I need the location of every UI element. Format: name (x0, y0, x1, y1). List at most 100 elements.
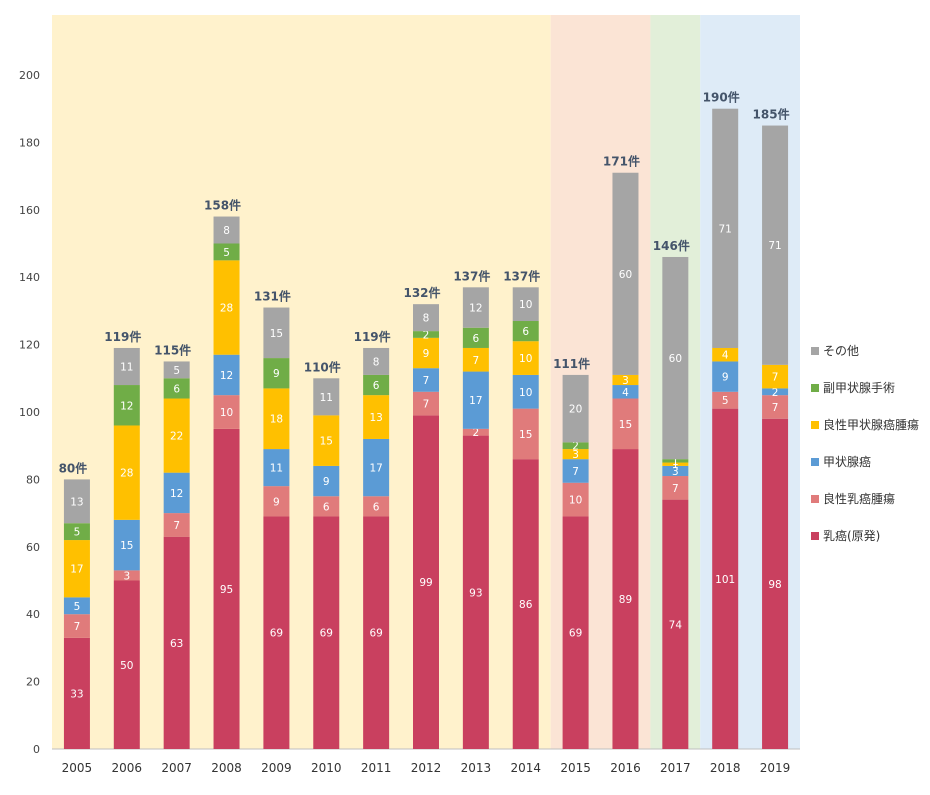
y-tick-label: 160 (19, 204, 40, 217)
data-label: 9 (323, 476, 330, 488)
data-label: 7 (473, 355, 480, 367)
legend-label: 良性甲状腺癌腫瘍 (823, 417, 919, 432)
x-tick-label: 2012 (411, 761, 442, 775)
data-label: 99 (419, 577, 432, 589)
data-label: 7 (423, 375, 430, 387)
bar-segment (562, 459, 589, 483)
data-label: 2 (423, 329, 430, 341)
data-label: 69 (369, 628, 382, 640)
bar-segment (712, 408, 739, 749)
total-label: 158件 (204, 198, 241, 213)
bar-segment (612, 398, 639, 450)
bar-segment (512, 287, 539, 322)
bar-segment (263, 486, 290, 517)
data-label: 5 (74, 527, 81, 539)
total-label: 137件 (453, 268, 490, 283)
bar-segment (263, 388, 290, 450)
bar-segment (163, 536, 190, 749)
data-label: 17 (369, 463, 382, 475)
bar-segment (662, 256, 689, 460)
data-label: 17 (70, 564, 83, 576)
bar-segment (213, 395, 240, 429)
bar-segment (163, 398, 190, 473)
bar-segment (63, 540, 90, 598)
data-label: 86 (519, 599, 533, 611)
y-tick-label: 80 (26, 473, 40, 486)
bar-segment (462, 327, 489, 348)
x-tick-label: 2014 (510, 761, 541, 775)
bar-segment (63, 614, 90, 638)
data-label: 74 (669, 619, 683, 631)
data-label: 3 (572, 449, 579, 461)
bar-segment (413, 391, 439, 416)
data-label: 28 (220, 303, 233, 315)
data-label: 15 (270, 328, 283, 340)
bar-segment (113, 425, 140, 520)
bar-segment (512, 321, 539, 342)
data-label: 60 (669, 353, 682, 365)
data-label: 1 (672, 459, 679, 471)
x-tick-label: 2009 (261, 761, 292, 775)
data-label: 69 (270, 628, 283, 640)
data-label: 28 (120, 468, 133, 480)
bar-segment (462, 371, 489, 429)
bar-segment (612, 172, 639, 375)
bar-segment (363, 374, 390, 396)
bar-segment (313, 496, 340, 517)
bar-segment (462, 428, 489, 436)
bar-segment (712, 361, 739, 392)
data-label: 7 (672, 483, 679, 495)
bar-segment (662, 476, 689, 500)
bar-segment (512, 374, 539, 409)
x-tick-label: 2019 (760, 761, 791, 775)
total-label: 119件 (104, 329, 141, 344)
bar-segment (213, 243, 240, 261)
bar-segment (662, 499, 689, 749)
data-label: 9 (423, 348, 430, 360)
total-label: 185件 (753, 107, 790, 122)
y-tick-label: 180 (19, 136, 40, 149)
bar-segment (63, 479, 90, 524)
data-label: 7 (74, 621, 81, 633)
bar-segment (213, 260, 240, 355)
data-label: 71 (719, 223, 732, 235)
data-label: 63 (170, 638, 183, 650)
legend-label: その他 (823, 344, 859, 358)
legend-label: 甲状腺癌 (823, 454, 871, 469)
data-label: 6 (522, 326, 529, 338)
bar-segment (113, 580, 140, 749)
total-label: 111件 (553, 356, 590, 371)
data-label: 6 (473, 333, 480, 345)
x-tick-label: 2008 (211, 761, 242, 775)
data-label: 15 (519, 429, 532, 441)
bar-segment (63, 597, 90, 615)
bar-segment (662, 465, 689, 477)
bar-segment (562, 449, 589, 460)
data-label: 9 (722, 372, 729, 384)
total-label: 132件 (403, 285, 440, 300)
data-label: 71 (768, 240, 781, 252)
data-label: 6 (373, 501, 380, 513)
data-label: 89 (619, 594, 632, 606)
data-label: 7 (572, 466, 579, 478)
bar-segment (762, 125, 789, 365)
data-label: 12 (170, 488, 183, 500)
x-axis: 2005 2006 2007 2008 2009 2010 2011 2012 2013 2014… (62, 761, 791, 775)
bar-segment (762, 364, 789, 389)
bar-segment (363, 516, 390, 749)
total-label: 80件 (59, 460, 88, 475)
total-label: 110件 (304, 359, 341, 374)
bar-segment (313, 415, 340, 466)
data-label: 60 (619, 269, 632, 281)
total-label: 115件 (154, 342, 191, 357)
bar-segment (363, 395, 390, 439)
bar-segment (413, 415, 439, 749)
data-label: 4 (722, 350, 729, 362)
data-label: 8 (423, 313, 430, 325)
bar-segment (163, 378, 190, 399)
total-label: 131件 (254, 289, 291, 304)
data-label: 11 (120, 362, 133, 374)
total-labels: 80件 119件 115件 158件 131件 110件 119件 132件 137件 137件 1… (59, 90, 790, 476)
data-label: 2 (572, 441, 579, 453)
